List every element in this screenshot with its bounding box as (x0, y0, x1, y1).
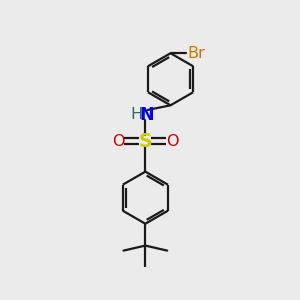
Text: O: O (167, 134, 179, 148)
Text: O: O (112, 134, 124, 148)
Text: N: N (139, 106, 154, 124)
Text: S: S (139, 131, 152, 151)
Text: Br: Br (188, 46, 205, 61)
Text: H: H (130, 107, 142, 122)
